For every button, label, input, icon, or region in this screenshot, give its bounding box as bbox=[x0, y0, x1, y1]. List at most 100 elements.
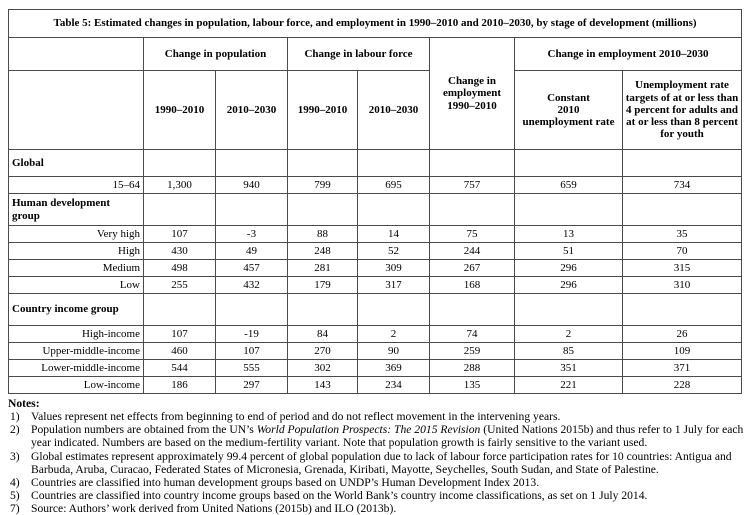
empty-corner-cell-2 bbox=[8, 70, 144, 150]
cell-value: 84 bbox=[287, 325, 358, 343]
cell-value: 555 bbox=[215, 359, 288, 377]
note-text-post: (United Nations 2015b) and thus refer to… bbox=[31, 423, 744, 450]
note-item-4: 4) Countries are classified into human d… bbox=[8, 476, 749, 489]
cell-value: 940 bbox=[215, 176, 288, 194]
cell-value: 281 bbox=[287, 259, 358, 277]
cell-value: 498 bbox=[143, 259, 216, 277]
note-text: Countries are classified into country in… bbox=[31, 489, 648, 503]
empty-cell bbox=[287, 293, 358, 326]
cell-value: 107 bbox=[143, 225, 216, 243]
row-label: Medium bbox=[8, 259, 144, 277]
cell-value: 186 bbox=[143, 376, 216, 394]
cell-value: 432 bbox=[215, 276, 288, 294]
cell-value: 296 bbox=[514, 276, 623, 294]
cell-value: 799 bbox=[287, 176, 358, 194]
cell-value: 248 bbox=[287, 242, 358, 260]
cell-value: 74 bbox=[429, 325, 515, 343]
cell-value: 13 bbox=[514, 225, 623, 243]
cell-value: 310 bbox=[621, 276, 743, 294]
row-label: High-income bbox=[8, 325, 144, 343]
group-header-population: Change in population bbox=[143, 37, 288, 71]
cell-value: 35 bbox=[621, 225, 743, 243]
empty-cell bbox=[287, 149, 358, 177]
note-text: Source: Authors’ work derived from Unite… bbox=[31, 502, 397, 515]
col-header-target-unemployment: Unemployment rate targets of at or less … bbox=[621, 70, 743, 150]
cell-value: 75 bbox=[429, 225, 515, 243]
cell-value: 757 bbox=[429, 176, 515, 194]
row-label: Lower-middle-income bbox=[8, 359, 144, 377]
row-label: Low bbox=[8, 276, 144, 294]
cell-value: 51 bbox=[514, 242, 623, 260]
cell-value: 221 bbox=[514, 376, 623, 394]
group-header-labour-force: Change in labour force bbox=[287, 37, 430, 71]
empty-cell bbox=[429, 293, 515, 326]
cell-value: 168 bbox=[429, 276, 515, 294]
cell-value: 85 bbox=[514, 342, 623, 360]
cell-value: 315 bbox=[621, 259, 743, 277]
empty-cell bbox=[514, 149, 623, 177]
note-number: 7) bbox=[10, 502, 20, 515]
note-item-7: 7) Source: Authors’ work derived from Un… bbox=[8, 502, 749, 515]
notes-heading: Notes: bbox=[8, 397, 40, 410]
cell-value: 659 bbox=[514, 176, 623, 194]
note-text-italic-title: World Population Prospects: The 2015 Rev… bbox=[256, 423, 481, 437]
note-item-3: 3) Global estimates represent approximat… bbox=[8, 450, 749, 476]
empty-cell bbox=[143, 193, 216, 226]
note-number: 4) bbox=[10, 475, 20, 489]
table-row-low-income: Low-income 186 297 143 234 135 221 228 bbox=[8, 376, 743, 394]
cell-value: 695 bbox=[357, 176, 430, 194]
cell-value: 244 bbox=[429, 242, 515, 260]
cell-value: 2 bbox=[514, 325, 623, 343]
cell-value: 90 bbox=[357, 342, 430, 360]
cell-value: 544 bbox=[143, 359, 216, 377]
col-header-lf-1990-2010: 1990–2010 bbox=[287, 70, 358, 150]
col-header-pop-2010-2030: 2010–2030 bbox=[215, 70, 288, 150]
note-text-pre: Population numbers are obtained from the… bbox=[31, 423, 257, 437]
cell-value: 255 bbox=[143, 276, 216, 294]
note-number: 2) bbox=[10, 423, 20, 437]
section-label: Human development group bbox=[8, 193, 144, 226]
cell-value: 297 bbox=[215, 376, 288, 394]
cell-value: 143 bbox=[287, 376, 358, 394]
table-row-very-high: Very high 107 -3 88 14 75 13 35 bbox=[8, 225, 743, 243]
cell-value: -19 bbox=[215, 325, 288, 343]
col-header-pop-1990-2010: 1990–2010 bbox=[143, 70, 216, 150]
row-label: Upper-middle-income bbox=[8, 342, 144, 360]
cell-value: 371 bbox=[621, 359, 743, 377]
cell-value: 49 bbox=[215, 242, 288, 260]
empty-corner-cell bbox=[8, 37, 144, 71]
cell-value: 234 bbox=[357, 376, 430, 394]
cell-value: 351 bbox=[514, 359, 623, 377]
cell-value: 309 bbox=[357, 259, 430, 277]
cell-value: 267 bbox=[429, 259, 515, 277]
empty-cell bbox=[621, 193, 743, 226]
col-header-employment-1990-2010: Change in employment 1990–2010 bbox=[429, 37, 515, 150]
section-row-human-development: Human development group bbox=[8, 193, 743, 226]
empty-cell bbox=[357, 149, 430, 177]
cell-value: 460 bbox=[143, 342, 216, 360]
row-label: Very high bbox=[8, 225, 144, 243]
cell-value: 135 bbox=[429, 376, 515, 394]
row-label: Low-income bbox=[8, 376, 144, 394]
row-label: 15–64 bbox=[8, 176, 144, 194]
cell-value: 2 bbox=[357, 325, 430, 343]
table-row-high: High 430 49 248 52 244 51 70 bbox=[8, 242, 743, 260]
cell-value: 107 bbox=[215, 342, 288, 360]
cell-value: 109 bbox=[621, 342, 743, 360]
note-text: Global estimates represent approximately… bbox=[31, 449, 732, 476]
empty-cell bbox=[429, 149, 515, 177]
table-title: Table 5: Estimated changes in population… bbox=[7, 9, 743, 38]
note-text: Values represent net effects from beginn… bbox=[31, 410, 561, 424]
cell-value: 317 bbox=[357, 276, 430, 294]
group-header-employment-2010-2030: Change in employment 2010–2030 bbox=[513, 37, 743, 71]
section-label: Global bbox=[8, 149, 144, 177]
empty-cell bbox=[621, 293, 743, 326]
section-row-global: Global bbox=[8, 149, 743, 177]
table-row-low: Low 255 432 179 317 168 296 310 bbox=[8, 276, 743, 294]
cell-value: 1,300 bbox=[143, 176, 216, 194]
empty-cell bbox=[429, 193, 515, 226]
cell-value: 107 bbox=[143, 325, 216, 343]
cell-value: 369 bbox=[357, 359, 430, 377]
table-5: Table 5: Estimated changes in population… bbox=[7, 9, 743, 394]
